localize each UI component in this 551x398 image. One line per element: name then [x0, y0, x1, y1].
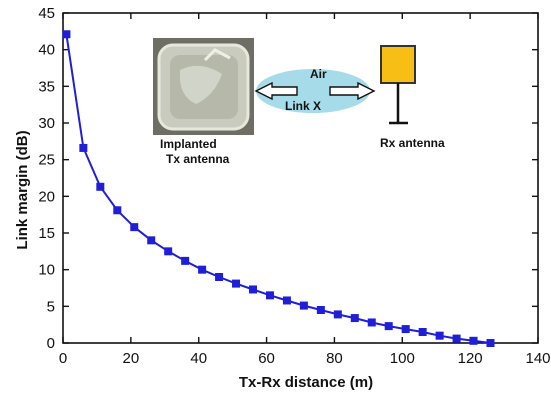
x-tick-label: 60	[258, 350, 275, 367]
data-point	[265, 291, 274, 300]
data-point	[469, 336, 478, 345]
data-point	[452, 334, 461, 343]
rx-antenna-icon	[380, 45, 416, 125]
data-point	[401, 325, 410, 334]
data-point	[62, 30, 71, 39]
data-point	[79, 143, 88, 152]
antenna-inset: Implanted Tx antenna Air Link X Rx anten…	[153, 38, 445, 166]
data-point	[435, 331, 444, 340]
y-axis-ticks: 0 5 10 15 20 25 30 35 40 45	[38, 5, 538, 352]
data-point	[164, 247, 173, 256]
y-tick-label: 30	[38, 115, 55, 132]
data-point	[367, 318, 376, 327]
implanted-tx-antenna-photo	[153, 38, 254, 135]
data-point	[113, 206, 122, 215]
series-layer	[62, 30, 495, 347]
y-tick-label: 0	[47, 335, 55, 352]
link-x-label: Link X	[285, 99, 321, 113]
x-tick-label: 80	[326, 350, 343, 367]
data-point	[486, 339, 495, 347]
x-tick-label: 120	[458, 350, 483, 367]
data-point	[232, 279, 241, 288]
air-medium-ellipse	[256, 69, 370, 113]
left-arrow-icon	[254, 81, 298, 101]
plot-area-border	[62, 12, 539, 344]
y-axis-label: Link margin (dB)	[14, 130, 31, 249]
x-tick-label: 100	[390, 350, 415, 367]
data-point	[181, 256, 190, 265]
y-tick-label: 45	[38, 5, 55, 22]
data-point	[333, 310, 342, 319]
data-point	[316, 306, 325, 314]
x-axis-ticks: 0 20 40 60 80 100 120 140	[59, 13, 551, 367]
x-tick-label: 40	[190, 350, 207, 367]
y-tick-label: 5	[47, 298, 55, 315]
data-point	[418, 328, 427, 336]
y-tick-label: 35	[38, 78, 55, 95]
x-tick-label: 0	[59, 350, 67, 367]
x-tick-label: 140	[525, 350, 550, 367]
data-point	[282, 296, 291, 305]
data-point	[384, 322, 393, 331]
right-arrow-icon	[329, 81, 376, 101]
y-tick-label: 10	[38, 262, 55, 279]
data-point	[198, 265, 207, 274]
data-point	[249, 285, 257, 294]
data-point	[350, 314, 359, 323]
y-tick-label: 25	[38, 152, 55, 169]
x-tick-label: 20	[123, 350, 140, 367]
y-tick-label: 40	[38, 42, 55, 59]
air-label: Air	[310, 67, 327, 81]
tx-label-line-1: Implanted	[160, 137, 217, 151]
y-tick-label: 15	[38, 225, 55, 242]
x-axis-label: Tx-Rx distance (m)	[239, 374, 373, 391]
tx-label-line-2: Tx antenna	[166, 152, 230, 166]
data-point	[299, 301, 308, 310]
plot-frame	[62, 12, 539, 344]
data-point	[96, 182, 105, 191]
data-point	[215, 273, 224, 281]
data-point	[147, 236, 156, 245]
y-tick-label: 20	[38, 188, 55, 205]
rx-antenna-label: Rx antenna	[380, 136, 445, 150]
data-point	[130, 223, 139, 232]
